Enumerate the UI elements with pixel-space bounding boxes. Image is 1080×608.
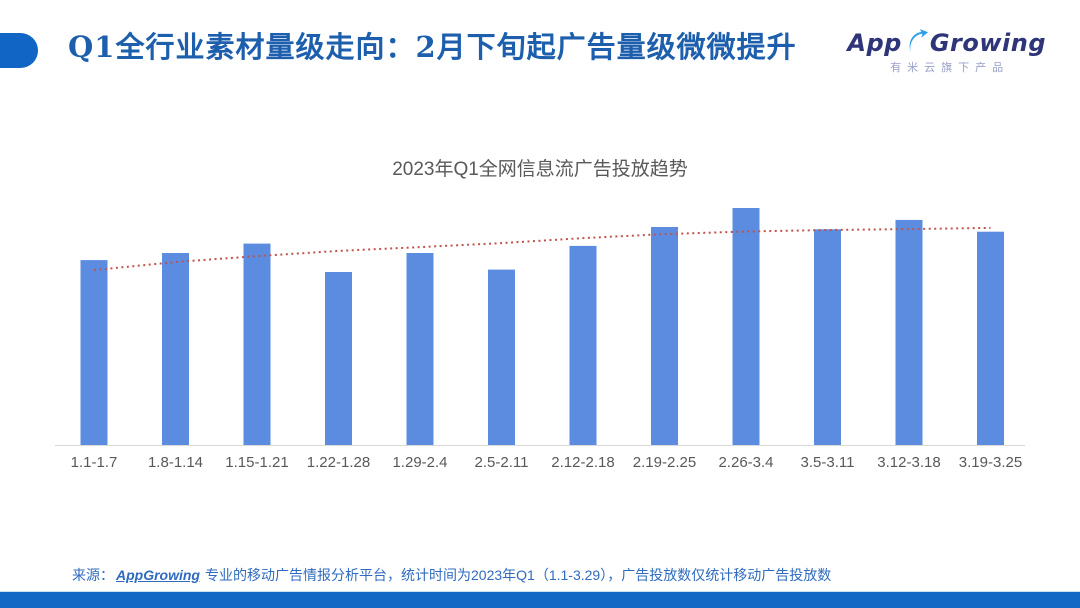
x-axis-label: 2.19-2.25: [633, 454, 696, 471]
source-brand-link[interactable]: AppGrowing: [116, 567, 200, 583]
bar-chart: 1.1-1.7 1.8-1.14 1.15-1.21 1.22-1.28 1.29-2.…: [55, 208, 1025, 471]
x-axis-label: 1.15-1.21: [225, 454, 288, 471]
bar: [325, 272, 352, 445]
bar: [80, 260, 108, 445]
x-axis-label: 1.29-2.4: [392, 454, 447, 471]
appgrowing-logo: App Growing 有米云旗下产品: [847, 28, 1046, 75]
source-note: 来源： AppGrowing 专业的移动广告情报分析平台，统计时间为2023年Q1（…: [72, 565, 831, 585]
source-prefix: 来源：: [72, 567, 114, 583]
trend-line: [93, 226, 991, 272]
x-axis-label: 2.12-2.18: [551, 454, 614, 471]
bar: [977, 231, 1004, 445]
x-axis-label: 1.22-1.28: [307, 454, 370, 471]
bar: [895, 219, 923, 445]
logo-text-app: App: [847, 28, 902, 57]
growth-arrow-icon: [909, 29, 928, 52]
x-axis-label: 2.26-3.4: [718, 454, 773, 471]
x-axis-label: 1.8-1.14: [148, 454, 203, 471]
x-axis-label: 1.1-1.7: [71, 454, 118, 471]
chart-title: 2023年Q1全网信息流广告投放趋势: [392, 159, 688, 180]
logo-wordmark: App Growing: [847, 28, 1046, 56]
logo-text-growing: Growing: [929, 28, 1046, 57]
bar: [569, 245, 597, 445]
bar: [162, 253, 189, 445]
bar: [243, 243, 271, 445]
bar: [732, 208, 760, 445]
x-axis-label: 3.19-3.25: [959, 454, 1022, 471]
bar: [814, 229, 841, 445]
title-accent-bar: [0, 33, 38, 68]
logo-subtitle: 有米云旗下产品: [890, 62, 1010, 74]
footer-bar: [0, 591, 1080, 608]
bar: [406, 253, 434, 445]
page-title: Q1全行业素材量级走向：2月下旬起广告量级微微提升: [68, 30, 797, 64]
bar: [651, 227, 678, 445]
source-text: 专业的移动广告情报分析平台，统计时间为2023年Q1（1.1-3.29），广告投…: [205, 567, 832, 583]
bar: [488, 269, 515, 445]
x-axis-label: 2.5-2.11: [475, 454, 529, 471]
x-axis-label: 3.5-3.11: [801, 454, 855, 471]
x-axis-label: 3.12-3.18: [877, 454, 940, 471]
